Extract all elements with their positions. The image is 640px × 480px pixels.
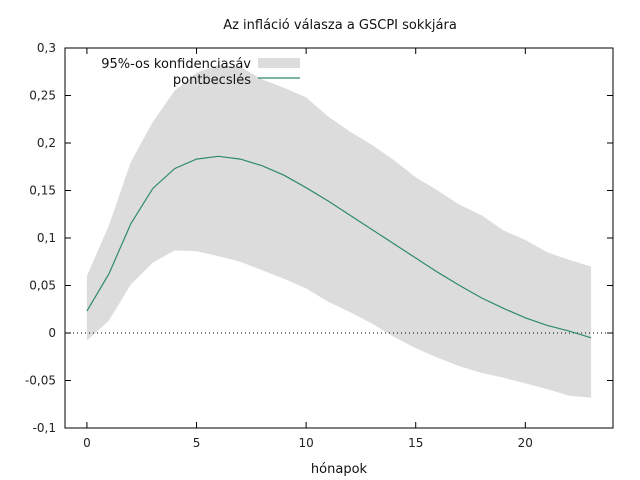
legend-swatch-band [258, 58, 300, 68]
y-tick-label: 0,25 [29, 89, 56, 103]
legend: 95%-os konfidenciasáv pontbecslés [101, 57, 300, 88]
y-tick-label: 0,15 [29, 184, 56, 198]
x-tick-label: 15 [408, 436, 423, 450]
x-axis-label: hónapok [311, 462, 368, 477]
y-tick-label: 0,05 [29, 279, 56, 293]
legend-label-band: 95%-os konfidenciasáv [101, 57, 251, 72]
x-axis-ticks: 0 5 10 15 20 [83, 48, 533, 450]
x-tick-label: 10 [298, 436, 313, 450]
y-tick-label: -0,1 [33, 421, 56, 435]
x-tick-label: 20 [518, 436, 533, 450]
series-line-pontbecsles [86, 155, 592, 339]
y-tick-label: -0,05 [25, 374, 56, 388]
confidence-band-layer [86, 65, 592, 398]
y-tick-label: 0,3 [37, 41, 56, 55]
x-tick-label: 0 [83, 436, 91, 450]
x-tick-label: 5 [193, 436, 201, 450]
confidence-band [86, 65, 592, 398]
y-tick-label: 0 [48, 326, 56, 340]
y-tick-label: 0,2 [37, 136, 56, 150]
legend-label-series: pontbecslés [173, 73, 251, 88]
series-line-layer [86, 155, 592, 339]
y-tick-label: 0,1 [37, 231, 56, 245]
chart-title: Az infláció válasza a GSCPI sokkjára [223, 18, 457, 33]
y-axis-ticks: -0,1 -0,05 0 0,05 0,1 0,15 0,2 0,25 0,3 [25, 41, 613, 435]
